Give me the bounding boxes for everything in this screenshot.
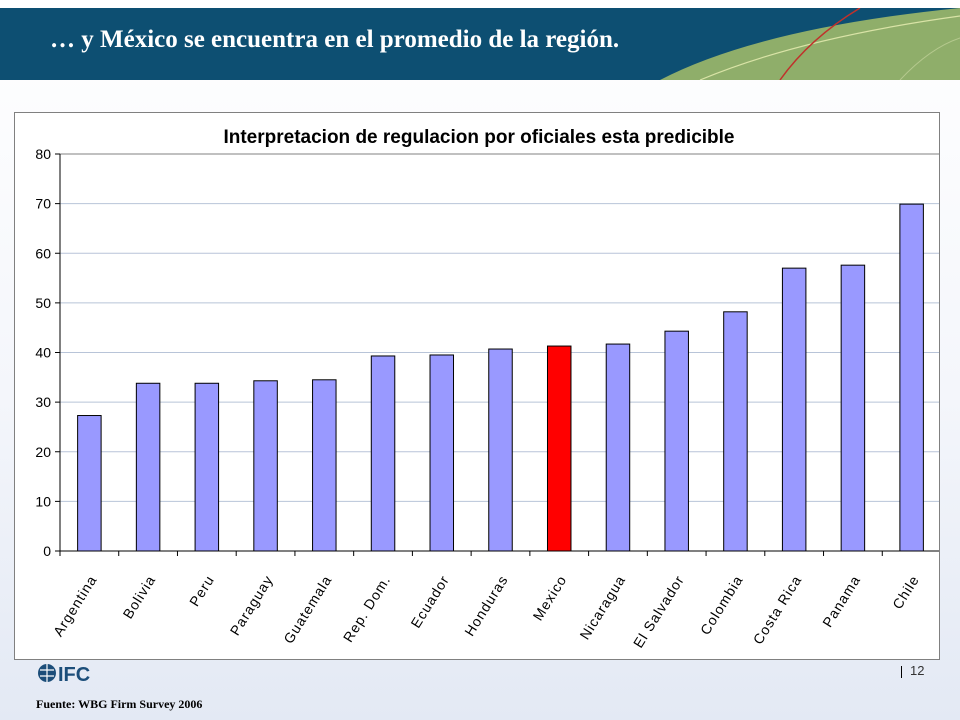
x-tick-label: El Salvador xyxy=(630,572,687,651)
ifc-logo: IFC xyxy=(38,664,90,686)
bar-honduras xyxy=(488,348,513,552)
x-tick-label: Mexico xyxy=(530,572,570,623)
x-tick-label: Panama xyxy=(819,572,863,630)
chart-frame: Interpretacion de regulacion por oficial… xyxy=(14,112,940,660)
x-tick-label: Guatemala xyxy=(280,572,335,646)
x-tick-label: Colombia xyxy=(697,572,746,637)
y-tick-label: 30 xyxy=(35,394,51,410)
slide-title: … y México se encuentra en el promedio d… xyxy=(50,26,620,53)
logo-text: IFC xyxy=(58,664,90,686)
page-separator xyxy=(901,666,902,678)
y-tick-label: 20 xyxy=(35,444,51,460)
x-tick-label: Honduras xyxy=(461,572,511,639)
bar-nicaragua xyxy=(605,343,631,552)
bar-chile xyxy=(899,203,924,552)
x-tick-label: Bolivia xyxy=(120,572,159,621)
chart-title: Interpretacion de regulacion por oficial… xyxy=(223,127,734,148)
x-tick-label: Costa Rica xyxy=(750,572,805,647)
bar-mexico xyxy=(546,345,572,552)
bar-colombia xyxy=(723,311,748,552)
x-tick-label: Nicaragua xyxy=(576,572,628,642)
title-banner: … y México se encuentra en el promedio d… xyxy=(0,8,960,80)
x-tick-label: Rep. Dom. xyxy=(340,572,394,645)
y-tick-label: 50 xyxy=(35,295,51,311)
y-tick-label: 60 xyxy=(35,245,51,261)
source-note: Fuente: WBG Firm Survey 2006 xyxy=(36,697,203,711)
x-tick-label: Ecuador xyxy=(407,572,452,631)
bar-bolivia xyxy=(135,382,161,552)
bar-rep-dom xyxy=(370,355,396,552)
x-tick-label: Chile xyxy=(889,572,922,612)
bar-costa-rica xyxy=(781,267,807,552)
bars xyxy=(77,203,924,552)
bar-guatemala xyxy=(312,379,337,552)
y-tick-label: 0 xyxy=(43,543,51,559)
x-tick-label: Argentina xyxy=(50,572,100,639)
bar-paraguay xyxy=(253,380,278,552)
y-tick-label: 70 xyxy=(35,196,51,212)
bar-peru xyxy=(194,382,220,552)
axes xyxy=(55,153,939,556)
bar-panama xyxy=(840,264,866,552)
y-tick-label: 80 xyxy=(35,146,51,162)
banner-decoration xyxy=(660,8,960,80)
x-tick-label: Peru xyxy=(186,572,217,609)
bar-chart: Interpretacion de regulacion por oficial… xyxy=(35,127,939,651)
y-tick-label: 10 xyxy=(35,493,51,509)
y-tick-label: 40 xyxy=(35,345,51,361)
bar-el-salvador xyxy=(664,330,689,552)
x-tick-label: Paraguay xyxy=(227,572,277,638)
page-number: 12 xyxy=(910,663,925,678)
bar-ecuador xyxy=(429,354,455,552)
bar-argentina xyxy=(77,415,102,552)
